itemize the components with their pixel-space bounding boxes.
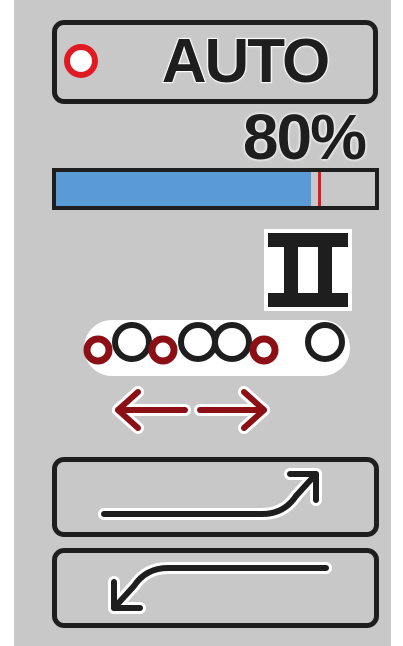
auto-mode-button[interactable] [52,20,378,104]
left-right-arrows-icon[interactable] [112,386,270,434]
progress-bar [52,168,379,210]
alternating-rollers-icon[interactable] [83,320,350,376]
raise-button[interactable] [52,457,379,537]
auto-status-indicator-icon [64,44,98,78]
lower-button[interactable] [52,548,379,628]
progress-bar-marker [317,172,321,206]
roman-numeral-two-icon[interactable] [264,229,352,311]
progress-percent-label: 80% [242,101,367,173]
progress-bar-fill [56,172,312,206]
auto-mode-label: AUTO [161,26,332,97]
